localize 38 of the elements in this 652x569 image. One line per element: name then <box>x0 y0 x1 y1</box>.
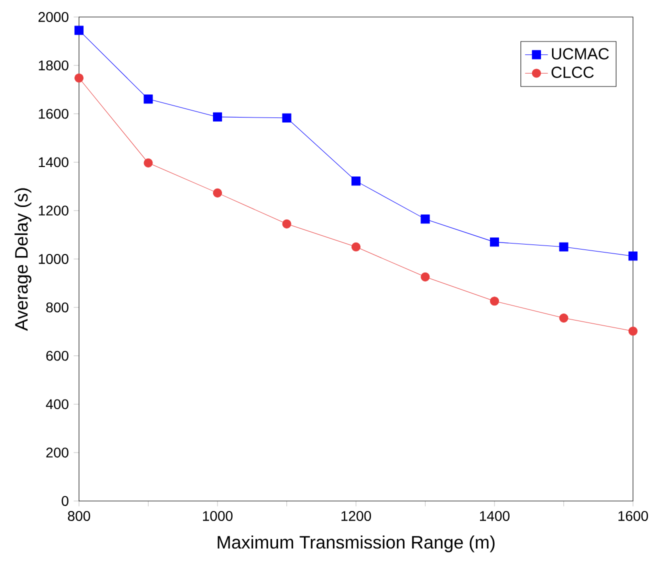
point <box>144 94 153 104</box>
x-tick-label: 1000 <box>202 511 233 521</box>
point <box>212 188 222 198</box>
point <box>490 238 500 247</box>
point <box>559 242 568 252</box>
point <box>282 219 292 228</box>
point <box>351 242 361 252</box>
point <box>74 73 84 83</box>
y-tick-label: 1200 <box>38 206 68 216</box>
x-tick-label: 800 <box>68 511 90 521</box>
x-tick-label: 1200 <box>341 511 372 521</box>
y-tick-label: 1000 <box>38 254 68 264</box>
y-tick-label: 2000 <box>38 12 68 22</box>
y-tick-label: 800 <box>46 302 68 312</box>
point <box>144 158 153 168</box>
point <box>212 112 222 122</box>
point <box>420 214 430 224</box>
point <box>559 314 568 323</box>
legend-label: CLCC <box>552 66 594 78</box>
point <box>74 26 84 35</box>
x-axis-title: Maximum Transmission Range (m) <box>218 535 495 552</box>
point <box>628 252 638 261</box>
y-tick-label: 1400 <box>38 157 68 168</box>
point <box>628 326 638 336</box>
x-tick-label: 1600 <box>618 511 648 521</box>
y-tick-label: 1800 <box>38 60 68 70</box>
point <box>490 296 500 306</box>
x-tick-label: 1400 <box>480 511 510 521</box>
point <box>351 176 361 186</box>
point <box>282 113 292 122</box>
y-tick-label: 1600 <box>38 108 68 119</box>
y-tick-label: 0 <box>62 496 68 506</box>
y-tick-label: 600 <box>46 350 68 361</box>
legend-label: UCMAC <box>552 48 609 60</box>
y-axis-title: Average Delay (s) <box>14 188 32 331</box>
point <box>420 272 430 282</box>
y-tick-label: 400 <box>46 399 68 410</box>
y-tick-label: 200 <box>46 448 68 458</box>
